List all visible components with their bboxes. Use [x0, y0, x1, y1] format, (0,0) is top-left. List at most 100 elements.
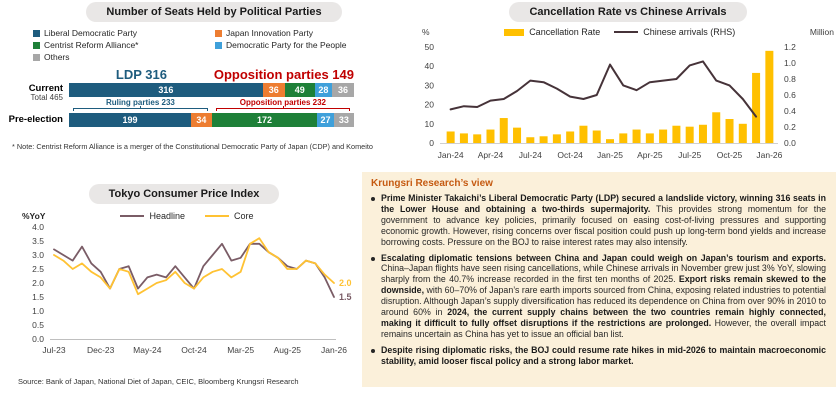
view-bullet: Prime Minister Takaichi’s Liberal Democr… — [371, 193, 826, 248]
y-axis-tick: 2.5 — [32, 264, 44, 274]
seats-row-current: Current Total 465 316 36 49 28 36 — [29, 83, 354, 102]
line-swatch-icon — [205, 215, 229, 217]
stacked-bar-preelection: 199 34 172 27 33 — [69, 113, 354, 127]
x-axis-tick: Jan-26 — [756, 150, 782, 160]
cancellation-bar — [632, 129, 641, 143]
brace-opposition: Opposition parties 232 — [212, 97, 354, 112]
cancellation-legend: Cancellation Rate Chinese arrivals (RHS) — [504, 27, 735, 37]
cancellation-chart-panel: Cancellation Rate vs Chinese Arrivals % … — [420, 2, 836, 170]
bar-segment: 27 — [317, 113, 334, 127]
x-axis-tick: Mar-25 — [227, 345, 254, 355]
cancellation-bar — [459, 133, 468, 143]
cancellation-chart-plot: 0 10 20 30 40 50 0.0 0.2 0.4 0.6 0.8 1.0 1.2 Jan-24 Ap… — [425, 42, 797, 160]
bar-swatch-icon — [504, 28, 525, 36]
legend-label: Centrist Reform Alliance* — [44, 40, 139, 50]
x-axis-tick: Dec-23 — [87, 345, 115, 355]
bar-segment: 34 — [190, 113, 212, 127]
row-label-preelection: Pre-election — [8, 114, 63, 125]
legend-label: Japan Innovation Party — [226, 28, 313, 38]
brace-line — [73, 106, 208, 111]
left-axis-tick: 20 — [425, 100, 435, 110]
legend-item-core: Core — [205, 211, 254, 221]
legend-label: Democratic Party for the People — [226, 40, 347, 50]
right-axis-tick: 0.0 — [784, 138, 796, 148]
bullet-icon — [371, 256, 375, 261]
y-axis-tick: 3.0 — [32, 250, 44, 260]
cancellation-chart-title: Cancellation Rate vs Chinese Arrivals — [509, 2, 747, 22]
left-axis-tick: 40 — [425, 61, 435, 71]
legend-swatch-icon — [215, 41, 222, 49]
left-axis-tick: 50 — [425, 42, 435, 52]
cancellation-bar — [606, 139, 614, 143]
seats-chart-title: Number of Seats Held by Political Partie… — [86, 2, 342, 22]
bar-segment: 49 — [284, 83, 315, 97]
legend-item-others: Others — [33, 52, 209, 62]
x-axis-tick: Aug-25 — [274, 345, 302, 355]
cancellation-bar — [738, 123, 747, 143]
cancellation-bar — [725, 119, 734, 143]
legend-label: Others — [44, 52, 70, 62]
brace-line — [215, 106, 350, 111]
line-swatch-icon — [120, 215, 145, 217]
cancellation-bar — [552, 134, 561, 143]
left-axis-tick: 30 — [425, 80, 435, 90]
legend-item-chinese-arrivals: Chinese arrivals (RHS) — [614, 27, 735, 37]
bullet-text: Prime Minister Takaichi’s Liberal Democr… — [381, 193, 826, 247]
cancellation-bar — [579, 125, 588, 143]
end-value-label: 2.0 — [339, 278, 352, 288]
cancellation-bar — [619, 133, 628, 143]
x-axis-tick: Oct-24 — [181, 345, 207, 355]
cpi-line-core — [53, 237, 335, 296]
x-axis-tick: Oct-25 — [717, 150, 743, 160]
left-axis-unit: % — [422, 27, 430, 37]
cancellation-bar — [513, 127, 522, 143]
cancellation-bar — [659, 129, 668, 143]
cancellation-bar — [473, 134, 482, 143]
legend-label: Liberal Democratic Party — [44, 28, 138, 38]
bullet-icon — [371, 348, 375, 353]
x-axis-tick: Apr-25 — [637, 150, 663, 160]
legend-swatch-icon — [33, 29, 40, 37]
view-bullet: Escalating diplomatic tensions between C… — [371, 253, 826, 340]
cpi-chart-panel: Tokyo Consumer Price Index %YoY Headline… — [8, 184, 360, 376]
x-axis-tick: Jul-24 — [519, 150, 542, 160]
row-label-current: Current — [28, 83, 63, 94]
cpi-chart-title: Tokyo Consumer Price Index — [88, 184, 280, 204]
cancellation-bar — [712, 112, 721, 143]
right-axis-tick: 1.2 — [784, 42, 796, 52]
research-view-panel: Krungsri Research’s view Prime Minister … — [362, 172, 836, 387]
legend-swatch-icon — [215, 29, 222, 37]
legend-item-liberal-democratic-party: Liberal Democratic Party — [33, 28, 209, 38]
x-axis-tick: Jan-26 — [321, 345, 347, 355]
legend-swatch-icon — [33, 41, 40, 49]
cancellation-bar — [499, 118, 508, 143]
cancellation-bar — [752, 72, 761, 143]
seats-braces: Ruling parties 233 Opposition parties 232 — [69, 97, 354, 112]
cpi-y-axis-unit: %YoY — [22, 211, 46, 221]
seats-chart-note: * Note: Centrist Reform Alliance is a me… — [12, 142, 373, 151]
x-axis-tick: Jul-23 — [42, 345, 65, 355]
cancellation-bar — [539, 136, 548, 143]
bar-segment: 172 — [211, 113, 318, 127]
seats-row-preelection: Pre-election 199 34 172 27 33 — [9, 113, 354, 127]
bar-segment: 316 — [69, 83, 263, 97]
right-axis-tick: 0.8 — [784, 74, 796, 84]
line-swatch-icon — [614, 31, 639, 33]
end-value-label: 1.5 — [339, 292, 352, 302]
legend-item-democratic-party-for-the-people: Democratic Party for the People — [215, 40, 420, 50]
cancellation-bar — [672, 125, 681, 143]
bullet-text: Despite rising diplomatic risks, the BOJ… — [381, 344, 826, 366]
y-axis-tick: 2.0 — [32, 278, 44, 288]
legend-swatch-icon — [33, 53, 40, 61]
cpi-chart-plot: 4.0 3.5 3.0 2.5 2.0 1.5 1.0 0.5 0.0 1.5 2.0 Jul-23 D… — [32, 222, 352, 355]
right-axis-tick: 0.6 — [784, 90, 796, 100]
legend-label: Core — [234, 211, 254, 221]
y-axis-tick: 4.0 — [32, 222, 44, 232]
x-axis-tick: May-24 — [133, 345, 162, 355]
source-note: Source: Bank of Japan, National Diet of … — [18, 377, 299, 386]
left-axis-tick: 10 — [425, 119, 435, 129]
cancellation-bar — [526, 137, 535, 143]
cancellation-bar — [446, 131, 455, 143]
brace-ruling: Ruling parties 233 — [69, 97, 212, 112]
